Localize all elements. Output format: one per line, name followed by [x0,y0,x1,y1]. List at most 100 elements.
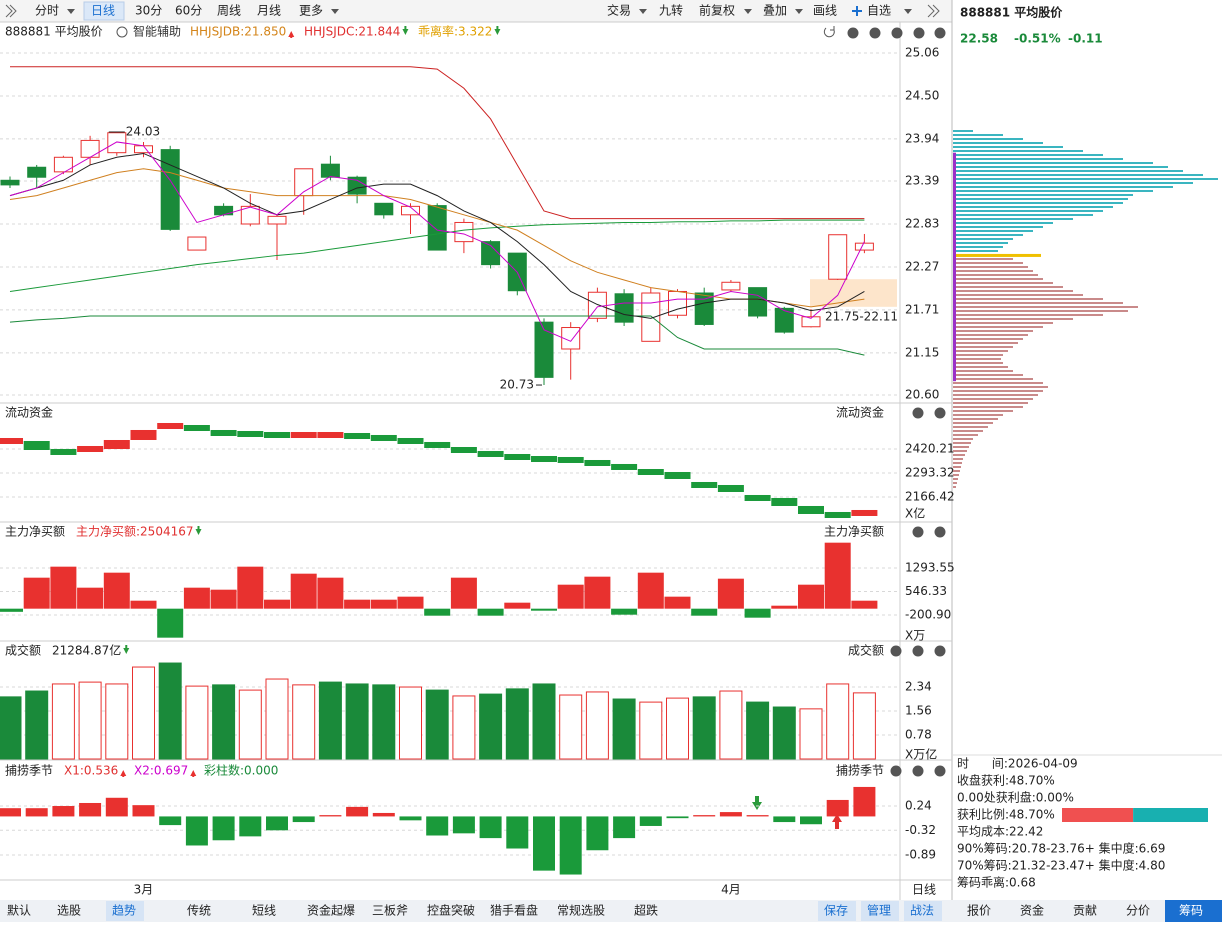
toolbar-button[interactable] [806,2,846,20]
catch-bar [159,816,182,826]
help-icon[interactable] [913,27,925,39]
chip-row [953,322,1053,324]
close-icon[interactable] [934,645,946,657]
bottom-tab[interactable]: 短线 [252,904,276,918]
bottom-tab[interactable]: 资金起爆 [307,903,355,918]
turnover-bar [479,693,503,760]
indicator-arrow [195,529,202,535]
help-icon[interactable] [912,765,924,777]
close-icon[interactable] [934,407,946,419]
side-tab[interactable]: 筹码 [1179,904,1203,918]
tab-bg[interactable] [106,901,144,921]
toolbar-button[interactable] [168,2,221,20]
netbuy-bar [798,584,824,609]
bottom-tab[interactable]: 超跌 [634,903,658,918]
side-tab-bar [952,900,1222,922]
side-tab[interactable]: 贡献 [1073,903,1097,918]
zoom-in-icon[interactable] [847,27,859,39]
toolbar-button[interactable] [756,2,808,20]
toolbar-button[interactable] [210,2,250,20]
chip-row [953,426,988,428]
settings-icon[interactable] [890,645,902,657]
bottom-tab[interactable]: 战法 [910,904,934,918]
chip-row [953,298,1103,300]
indicator-arrow [192,773,195,777]
close-icon[interactable] [934,526,946,538]
side-tab[interactable]: 资金 [1020,903,1044,918]
change: -0.11 [1068,32,1103,46]
bottom-tab[interactable]: 管理 [867,903,891,918]
candle-body [854,242,874,251]
catch-bar [266,816,288,831]
netbuy-bar [130,600,157,609]
range-bar [953,152,956,382]
bottom-tab[interactable]: 猎手看盘 [490,903,538,918]
chip-row [953,434,978,436]
unit-label: X亿 [905,506,925,521]
chip-row [953,242,1008,244]
chip-row [953,166,1168,168]
close-icon[interactable] [934,27,946,39]
tab-bg[interactable] [818,901,856,921]
toolbar-button[interactable] [600,2,652,20]
collapse-icon[interactable] [5,4,17,18]
chip-row [953,130,973,132]
bottom-tab[interactable]: 趋势 [112,904,136,918]
y-tick-label: 22.27 [905,259,939,273]
zoom-out-icon[interactable] [869,27,881,39]
indicator-label: X1:0.536 [64,764,118,778]
bottom-tab[interactable]: 选股 [57,904,81,918]
info-line: 筹码乖离:0.68 [957,875,1036,890]
tab-bg[interactable] [904,901,942,921]
flow-bar [370,434,397,441]
toolbar-button[interactable] [292,2,344,20]
netbuy-bar [744,608,771,618]
side-tab[interactable]: 报价 [967,903,991,918]
settings-icon[interactable] [891,27,903,39]
expand-icon[interactable] [927,4,940,18]
netbuy-bar [157,608,184,638]
chip-row [953,450,967,452]
y-tick-label: 546.33 [905,584,947,598]
help-icon[interactable] [912,407,924,419]
netbuy-bar [557,584,584,609]
chip-row [953,270,1033,272]
bottom-tab[interactable]: 传统 [187,903,211,918]
side-tab-bg[interactable] [1165,900,1222,922]
toolbar-button[interactable] [250,2,290,20]
flow-bar [157,422,184,429]
side-tab[interactable]: 分价 [1126,904,1150,918]
chip-row [953,286,1063,288]
toolbar-button[interactable] [83,1,125,21]
help-icon[interactable] [912,526,924,538]
toolbar-button[interactable] [652,2,692,20]
netbuy-bar [103,572,130,609]
chip-row [953,250,998,252]
flow-bar [584,459,611,466]
bottom-tab[interactable]: 控盘突破 [427,903,475,918]
panel-title: 捕捞季节 [5,763,53,778]
chip-row [953,182,1193,184]
help-icon[interactable] [912,645,924,657]
netbuy-bar [23,577,50,609]
tab-bg[interactable] [861,901,899,921]
x-tick-label: 4月 [721,883,741,897]
toolbar-button[interactable] [692,2,757,20]
assist-icon[interactable] [116,26,128,38]
bottom-tab[interactable]: 常规选股 [557,903,605,918]
indicator-arrow [496,26,499,30]
close-icon[interactable] [934,765,946,777]
bottom-tab[interactable]: 保存 [824,904,848,918]
chip-row [953,262,1023,264]
settings-icon[interactable] [890,765,902,777]
y-tick-label: 20.60 [905,388,939,402]
bottom-tab[interactable]: 三板斧 [372,904,408,918]
toolbar-button[interactable] [846,2,900,20]
indicator-arrow [290,34,293,38]
flow-bar [50,448,77,455]
toolbar-button[interactable] [28,2,80,20]
bottom-tab[interactable]: 默认 [7,903,31,918]
refresh-icon[interactable] [823,26,835,38]
dropdown-icon[interactable] [904,9,912,14]
toolbar-button[interactable] [128,2,181,20]
